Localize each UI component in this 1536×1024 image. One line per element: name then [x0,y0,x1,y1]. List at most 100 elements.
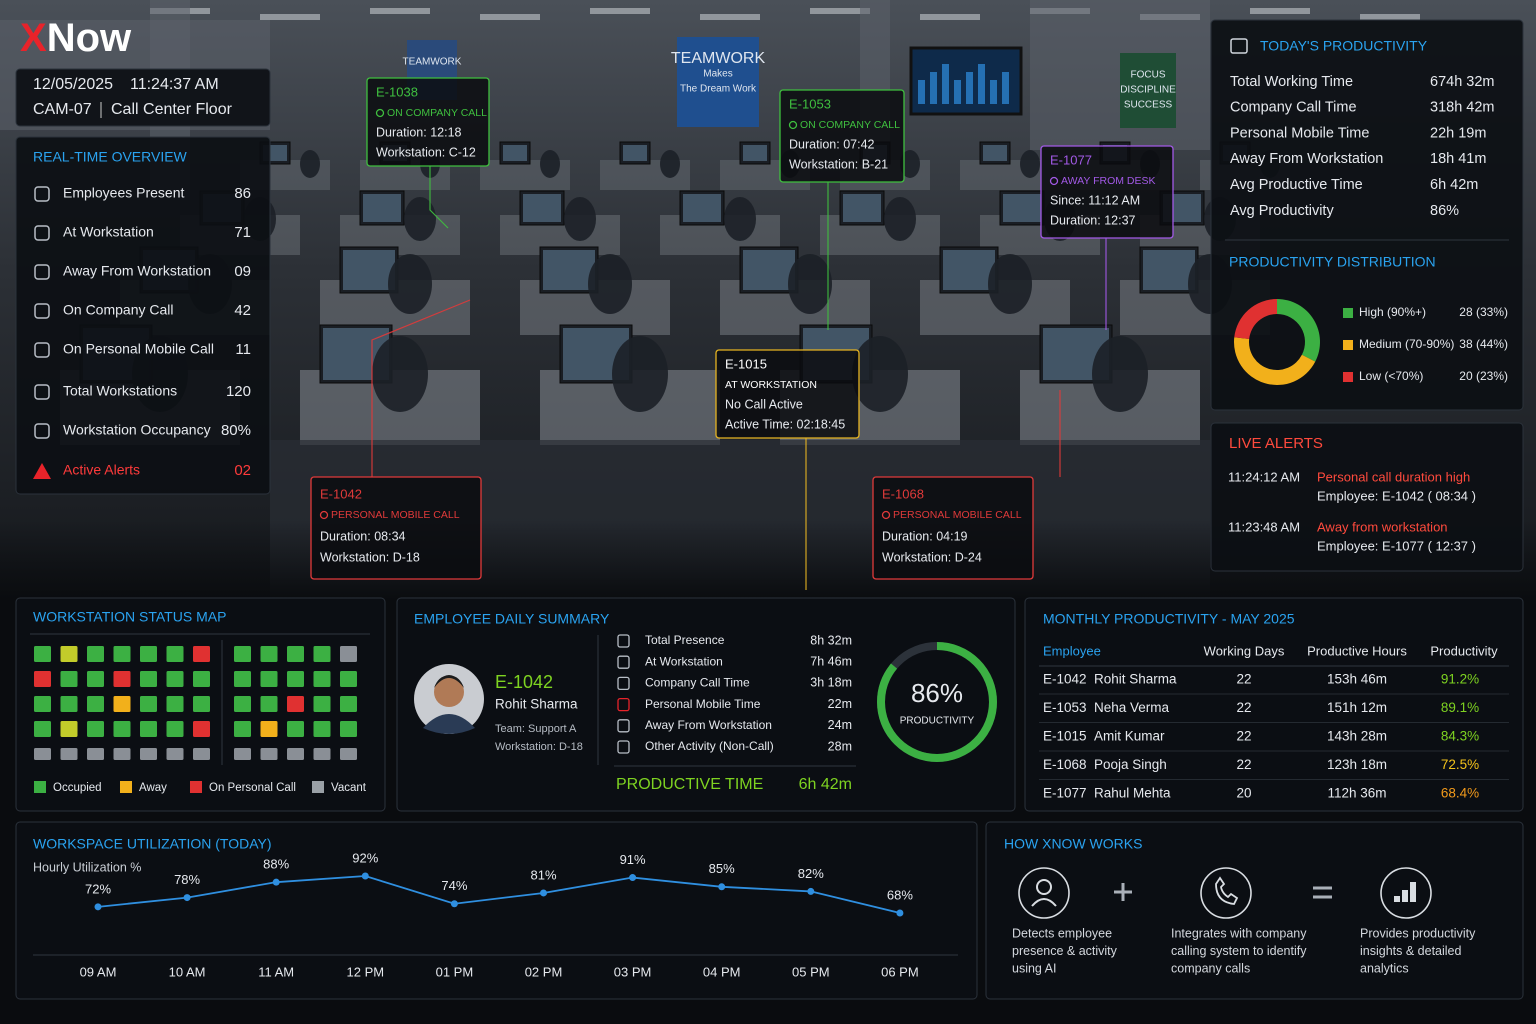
cell-days: 22 [1236,729,1251,744]
workstation-cell [113,748,131,760]
productivity-label: Avg Productive Time [1230,177,1363,193]
workstation-cell [140,696,157,712]
row-icon [617,676,630,691]
x-tick-label: 02 PM [525,964,563,979]
row-icon [34,225,50,241]
overview-label: Active Alerts [63,462,140,478]
workstation-cell [313,671,331,687]
tv-bar [990,80,997,104]
workstation-cell [340,748,357,760]
alert-message: Away from workstation [1317,519,1448,534]
monitor-screen [623,145,647,161]
tag-line: Duration: 12:18 [376,125,462,139]
data-label: 28 (33%) [1459,305,1508,319]
sign-text: SUCCESS [1124,100,1173,111]
overview-value: 120 [226,383,251,400]
step-text: Provides productivity [1360,926,1476,940]
workstation-cell [113,696,131,712]
tag-line: Active Time: 02:18:45 [725,417,845,431]
camera-id: CAM-07 [33,101,92,118]
legend-label: Away [139,782,167,794]
x-tick-label: 03 PM [614,964,652,979]
ceiling-light [590,8,650,14]
row-icon [34,342,50,358]
step-icon [1200,867,1252,919]
leader-line [429,166,449,229]
tag-line: Duration: 12:37 [1050,213,1136,227]
employee-id: E-1042 [495,672,553,692]
cell-id: E-1042 [1043,672,1087,687]
cell-days: 22 [1236,700,1251,715]
cell-days: 22 [1236,757,1251,772]
cell-productivity: 68.4% [1441,786,1479,801]
tv-bar [930,72,937,104]
workstation-cell [87,646,104,662]
camera-location: Call Center Floor [111,101,233,118]
cell-id: E-1015 [1043,729,1087,744]
tag-id: E-1053 [789,96,831,111]
workstation-cell [140,721,157,737]
person [540,150,560,178]
workstation-cell [234,748,251,760]
data-point [629,874,637,882]
workstation-cell [87,721,104,737]
data-point [272,878,280,886]
workstation-cell [34,646,51,662]
tag-id: E-1038 [376,84,418,99]
overview-value: 02 [234,462,251,479]
tv-bar [978,64,985,104]
workstation-cell [260,671,278,687]
row-icon [617,740,630,754]
person [1092,336,1148,412]
camera-date: 12/05/2025 [33,76,113,93]
status-icon [1049,176,1059,186]
status-icon [788,120,798,130]
x-tick-label: 01 PM [436,964,474,979]
person [300,150,320,178]
person [852,336,908,412]
step-text: analytics [1360,961,1409,975]
workstation-cell [34,748,51,760]
overview-label: Workstation Occupancy [63,422,211,438]
panel-title: HOW XNOW WORKS [1004,836,1142,852]
overview-value: 09 [234,263,251,280]
workstation-cell [287,696,304,712]
summary-label: Personal Mobile Time [645,697,761,711]
chart-title: PRODUCTIVITY DISTRIBUTION [1229,254,1436,270]
legend-swatch [190,781,202,793]
person [404,197,436,241]
icon-phone [1215,876,1239,905]
workstation-cell [87,696,104,712]
legend-swatch [120,781,132,793]
step-text: Integrates with company [1171,926,1307,940]
cell-id: E-1053 [1043,700,1087,715]
data-label: 78% [174,872,200,887]
status-icon [375,108,385,118]
legend-swatch [1343,308,1353,318]
legend-swatch [312,781,324,793]
x-tick-label: 10 AM [169,964,206,979]
icon-bar [1394,896,1400,902]
workstation-cell [193,646,210,662]
workstation-cell [166,646,184,662]
ceiling-light [1250,8,1310,14]
legend-label: Occupied [53,782,102,794]
person [388,254,432,314]
tag-box [779,89,905,183]
productivity-label: Away From Workstation [1230,151,1383,167]
productivity-value: 674h 32m [1430,74,1495,90]
wall-sign [1120,53,1176,128]
overview-label: At Workstation [63,224,154,240]
workstation-cell [60,646,78,662]
productivity-label: Personal Mobile Time [1230,125,1369,141]
step-icon [1018,867,1070,919]
workstation-cell [166,671,184,687]
status-icon [881,510,891,520]
gauge-value: 86% [911,678,963,708]
tag-line: No Call Active [725,397,803,411]
cell-productivity: 84.3% [1441,729,1479,744]
brand-rest: Now [47,16,132,60]
cell-hours: 153h 46m [1327,672,1387,687]
column-header: Employee [1043,643,1101,658]
